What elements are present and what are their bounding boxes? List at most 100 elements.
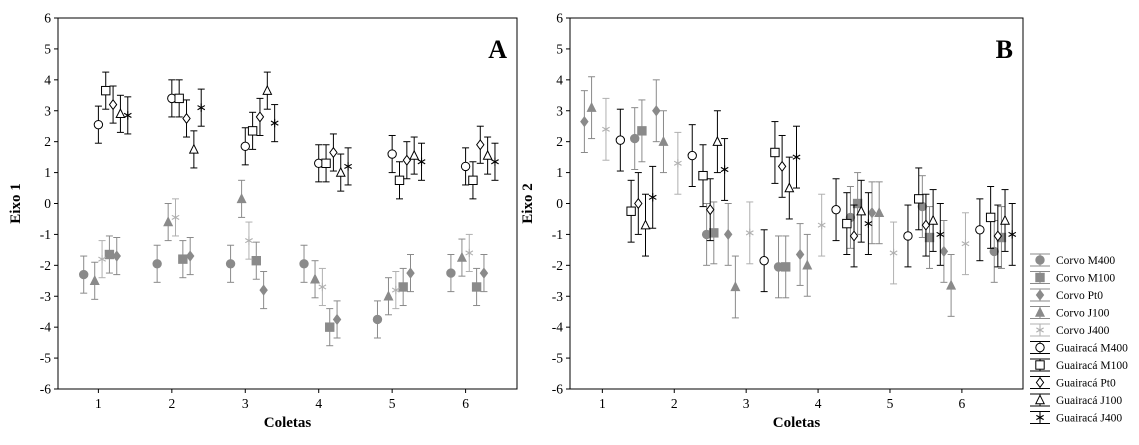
series-corvo-j100 xyxy=(89,179,467,316)
data-point xyxy=(259,284,268,296)
asterisk-stroke xyxy=(1036,414,1044,421)
data-point xyxy=(802,259,813,270)
asterisk-stroke xyxy=(602,126,610,132)
legend-label: Corvo J400 xyxy=(1056,325,1110,337)
y-tick-label: 1 xyxy=(44,165,51,180)
asterisk-stroke xyxy=(270,120,279,126)
y-tick-label: 3 xyxy=(44,103,51,118)
data-point xyxy=(262,84,273,95)
asterisk-stroke xyxy=(648,194,657,200)
data-point xyxy=(468,175,478,186)
legend-label: Guairacá Pt0 xyxy=(1056,378,1116,390)
y-tick-label: -6 xyxy=(40,382,51,397)
legend-entry-guairaca-m400: Guairacá M400 xyxy=(1030,341,1128,355)
panel-a: -6 -5 -4 -3 -2 -1 0 1 2 3 4 5 6 1 2 3 4 5 6 Coletas Eixo 1 A xyxy=(8,11,518,431)
data-point xyxy=(795,248,805,261)
data-point xyxy=(387,149,397,159)
data-point xyxy=(79,269,89,280)
data-point xyxy=(842,218,852,229)
y-tick-label: -3 xyxy=(40,289,51,304)
x-tick-label: 5 xyxy=(389,396,396,411)
series-guairaca-j100 xyxy=(115,71,493,192)
legend-label: Corvo J100 xyxy=(1056,308,1110,320)
y-tick-label: 3 xyxy=(556,103,563,118)
y-tick-label: 4 xyxy=(556,72,563,87)
legend-marker xyxy=(1036,413,1044,422)
asterisk-stroke xyxy=(1008,231,1017,237)
data-point xyxy=(723,228,733,241)
data-point xyxy=(417,157,426,166)
series-corvo-m400 xyxy=(630,107,999,299)
x-tick-label: 1 xyxy=(599,396,606,411)
legend-entry-guairaca-j400: Guairacá J400 xyxy=(1030,411,1122,425)
data-point xyxy=(115,108,126,119)
data-point xyxy=(321,158,331,169)
legend-marker xyxy=(1035,289,1045,301)
data-point xyxy=(985,212,996,223)
y-axis-label: Eixo 1 xyxy=(8,183,24,223)
series-corvo-m100 xyxy=(104,235,482,347)
asterisk-stroke xyxy=(889,250,898,256)
data-point xyxy=(580,115,589,128)
data-point xyxy=(730,281,741,292)
x-tick-label: 4 xyxy=(315,396,322,411)
series-guairaca-j100 xyxy=(640,110,1011,257)
data-point xyxy=(108,98,118,111)
data-point xyxy=(398,282,408,292)
y-tick-label: 0 xyxy=(556,196,563,211)
x-tick-label: 5 xyxy=(887,396,894,411)
data-point xyxy=(586,101,597,112)
data-point xyxy=(299,259,309,269)
asterisk-stroke xyxy=(817,222,826,228)
data-point xyxy=(946,279,957,290)
data-point xyxy=(270,118,279,128)
panel-label: B xyxy=(996,35,1013,64)
data-point xyxy=(648,193,657,202)
asterisk-stroke xyxy=(391,287,400,293)
data-point xyxy=(989,246,999,257)
data-point xyxy=(332,313,342,326)
data-point xyxy=(251,255,261,266)
data-point xyxy=(174,93,184,104)
y-tick-label: 4 xyxy=(44,72,51,87)
y-tick-label: -1 xyxy=(552,227,563,242)
data-point xyxy=(236,193,247,204)
data-point xyxy=(394,175,405,186)
data-point xyxy=(98,254,106,264)
data-point xyxy=(874,206,885,217)
data-point xyxy=(792,152,801,162)
series-guairaca-pt0 xyxy=(634,134,1003,268)
legend-label: Guairacá J100 xyxy=(1056,395,1122,407)
y-tick-label: 1 xyxy=(556,165,563,180)
data-point xyxy=(325,322,335,332)
data-point xyxy=(460,161,471,172)
y-tick-label: -1 xyxy=(40,227,51,242)
data-point xyxy=(658,135,669,146)
legend-entry-guairaca-j100: Guairacá J100 xyxy=(1030,393,1122,407)
data-point xyxy=(1000,214,1011,225)
data-point xyxy=(163,216,174,227)
legend-marker xyxy=(1035,360,1045,370)
series-corvo-m400 xyxy=(79,244,456,339)
legend-label: Corvo Pt0 xyxy=(1056,290,1103,302)
y-tick-label: -4 xyxy=(40,320,51,335)
data-point xyxy=(924,232,935,243)
series-guairaca-pt0 xyxy=(108,85,485,180)
plot-frame xyxy=(57,17,518,390)
y-tick-label: -6 xyxy=(552,382,563,397)
data-point xyxy=(476,139,485,151)
legend-marker xyxy=(1035,272,1045,283)
legend-marker xyxy=(1035,376,1045,389)
data-point xyxy=(188,143,199,154)
y-tick-label: -2 xyxy=(552,258,563,273)
asterisk-stroke xyxy=(792,154,801,160)
data-point xyxy=(709,228,719,238)
y-tick-label: 0 xyxy=(44,196,51,211)
data-point xyxy=(652,105,661,117)
asterisk-stroke xyxy=(745,230,754,236)
data-point xyxy=(781,262,791,272)
data-point xyxy=(784,182,795,193)
asterisk-stroke xyxy=(417,159,426,165)
legend-marker xyxy=(1034,394,1046,405)
asterisk-stroke xyxy=(465,250,474,256)
